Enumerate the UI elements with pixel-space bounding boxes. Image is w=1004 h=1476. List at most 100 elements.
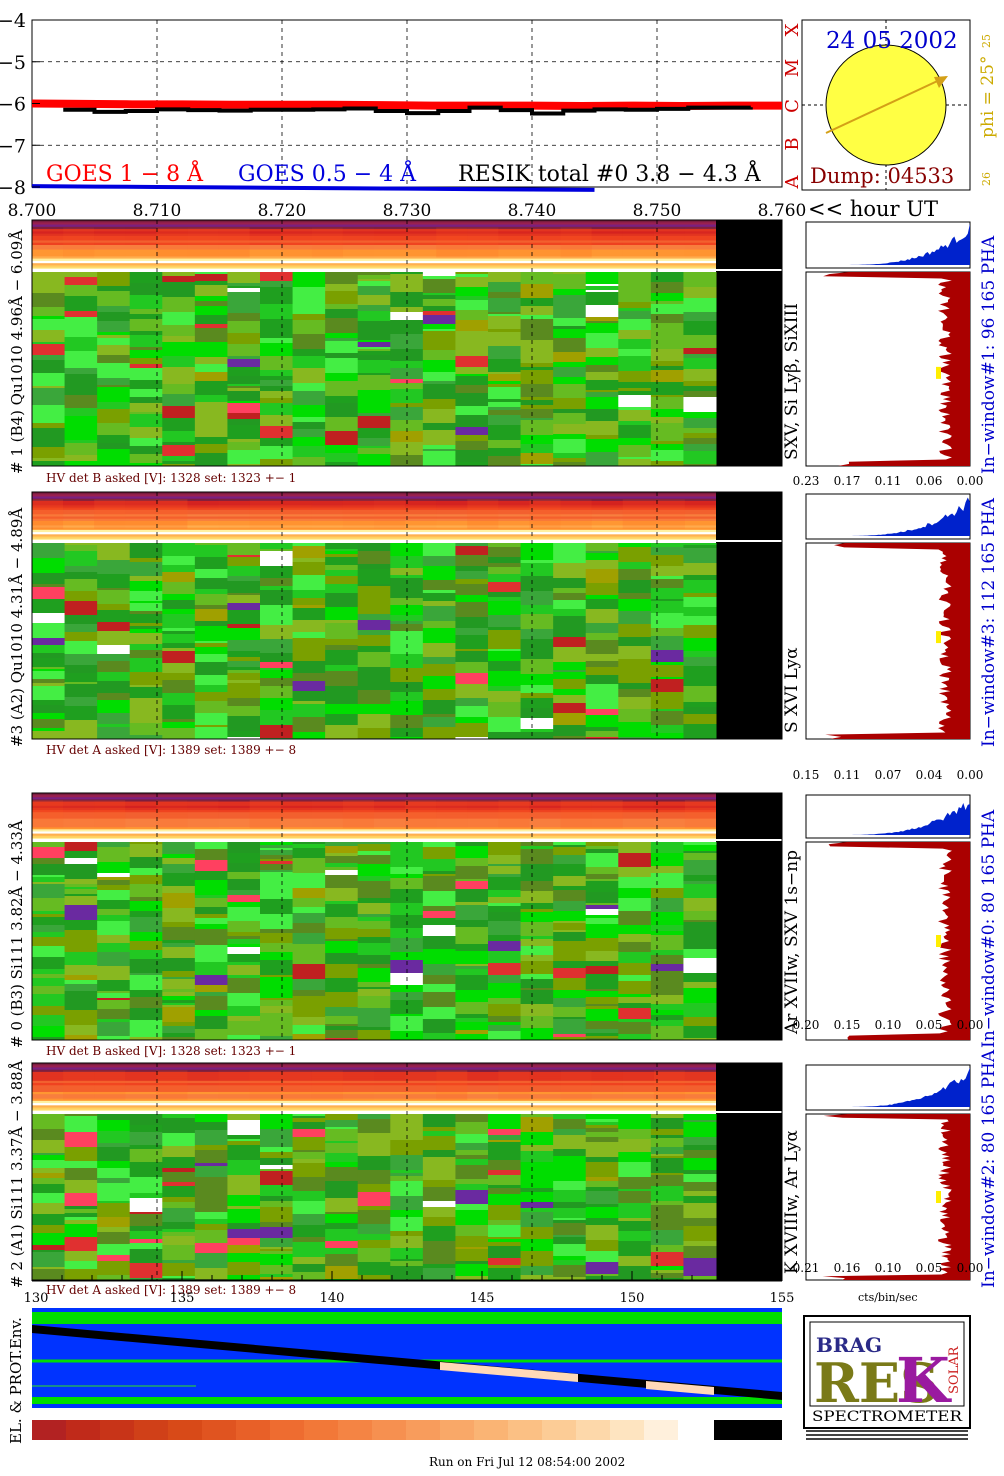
colorbar-swatch — [678, 1420, 713, 1440]
colorbar-swatch — [202, 1420, 237, 1440]
spectrum-cell — [227, 1035, 261, 1040]
spectrum-cell — [488, 440, 522, 448]
spectrum-cell — [390, 605, 424, 615]
spectrum-cell — [129, 1037, 163, 1040]
spectrum-cell — [520, 903, 554, 909]
spectrum-cell — [32, 447, 66, 458]
spectrum-cell — [455, 1030, 489, 1034]
spectrum-cell — [520, 988, 554, 990]
spectrum-cell — [325, 1266, 359, 1279]
spectrum-cell — [618, 646, 652, 648]
spectrum-cell — [162, 609, 196, 614]
spectrum-cell — [618, 888, 652, 898]
spectrum-cell — [390, 1259, 424, 1261]
spectrum-cell — [357, 620, 391, 630]
spectrum-cell — [390, 668, 424, 682]
spectrum-cell — [32, 360, 66, 373]
spectrum-cell — [585, 435, 619, 439]
spectrum-cell — [683, 707, 717, 712]
spectrum-cell — [422, 324, 456, 329]
spectrum-cell — [455, 555, 489, 566]
spectrum-cell — [618, 925, 652, 934]
spectrum-cell — [32, 653, 66, 658]
spectrum-cell — [650, 1118, 684, 1127]
spectrum-cell — [618, 997, 652, 1003]
spectrum-cell — [227, 921, 261, 932]
spectrum-cell — [357, 937, 391, 943]
spectrum-cell — [32, 558, 66, 573]
spectrum-cell — [162, 722, 196, 728]
spectrum-cell — [683, 697, 717, 702]
spectrum-cell — [520, 881, 554, 891]
logo-res: RES — [814, 1351, 939, 1415]
spectrum-cell — [553, 362, 587, 367]
spectrum-cell — [260, 662, 294, 668]
x-tick-2: 8.720 — [258, 201, 307, 221]
spectrum-cell — [260, 578, 294, 586]
spectrum-cell — [683, 884, 717, 898]
x-axis-label: << hour UT — [808, 197, 938, 221]
spectrum-cell — [650, 677, 684, 679]
spectrum-cell — [390, 737, 424, 739]
spectrum-cell — [260, 1196, 294, 1201]
spectrum-cell — [227, 628, 261, 640]
spectrum-cell — [194, 918, 228, 924]
spectrum-cell — [129, 941, 163, 950]
spectrum-cell — [227, 1178, 261, 1189]
spectrum-cell — [32, 671, 66, 679]
spectrum-cell — [357, 903, 391, 914]
spectrum-cell — [618, 438, 652, 445]
spectrum-cell — [390, 292, 424, 307]
spectrum-cell — [162, 628, 196, 631]
spectrum-cell — [129, 990, 163, 997]
spectrum-cell — [585, 1119, 619, 1122]
spectrum-cell — [162, 565, 196, 572]
spectrum-cell — [618, 975, 652, 981]
spectrum-cell — [520, 1208, 554, 1212]
spectrum-cell — [488, 563, 522, 567]
line-id-label: S XVI Lyα — [782, 647, 802, 733]
spectrum-cell — [325, 964, 359, 978]
band-row — [32, 1085, 716, 1088]
spectrum-cell — [520, 272, 554, 284]
spectrum-cell — [455, 852, 489, 858]
spectrum-cell — [553, 1274, 587, 1277]
colorbar-swatch — [66, 1420, 101, 1440]
spectrum-cell — [455, 1150, 489, 1155]
spectrum-cell — [357, 543, 391, 551]
spectrum-cell — [162, 996, 196, 1000]
spectrum-cell — [194, 1016, 228, 1029]
spectrum-cell — [97, 847, 131, 862]
spectrum-cell — [162, 631, 196, 634]
spectrum-cell — [97, 877, 131, 880]
bottom-tick-5: 155 — [770, 1291, 795, 1306]
spectrum-cell — [455, 462, 489, 466]
spectrum-cell — [325, 358, 359, 373]
spectrum-cell — [488, 1225, 522, 1237]
spectrum-cell — [162, 947, 196, 958]
spectrum-cell — [325, 846, 359, 853]
spectrum-cell — [97, 1143, 131, 1147]
spectrum-cell — [422, 676, 456, 689]
spectrum-cell — [97, 921, 131, 935]
spectrum-cell — [194, 647, 228, 654]
spectrum-cell — [32, 1155, 66, 1160]
spectrum-cell — [618, 356, 652, 371]
spectrum-cell — [194, 543, 228, 545]
spectrum-cell — [618, 1008, 652, 1019]
spectrum-cell — [422, 1187, 456, 1201]
spectrum-cell — [650, 1273, 684, 1278]
spectrum-cell — [194, 975, 228, 985]
spectrum-cell — [162, 1229, 196, 1232]
spectrum-cell — [162, 705, 196, 719]
band-col — [342, 499, 374, 529]
spectrum-cell — [585, 1162, 619, 1177]
band-col — [591, 499, 623, 529]
spectrum-cell — [455, 969, 489, 975]
spectrum-cell — [325, 1212, 359, 1214]
spectrum-cell — [194, 945, 228, 955]
spectrum-cell — [683, 1122, 717, 1137]
detector-label: # 1 (B4) Qu1010 4.96Å − 6.09Å — [8, 230, 26, 474]
spectrum-cell — [227, 543, 261, 555]
spectrum-cell — [553, 1218, 587, 1220]
